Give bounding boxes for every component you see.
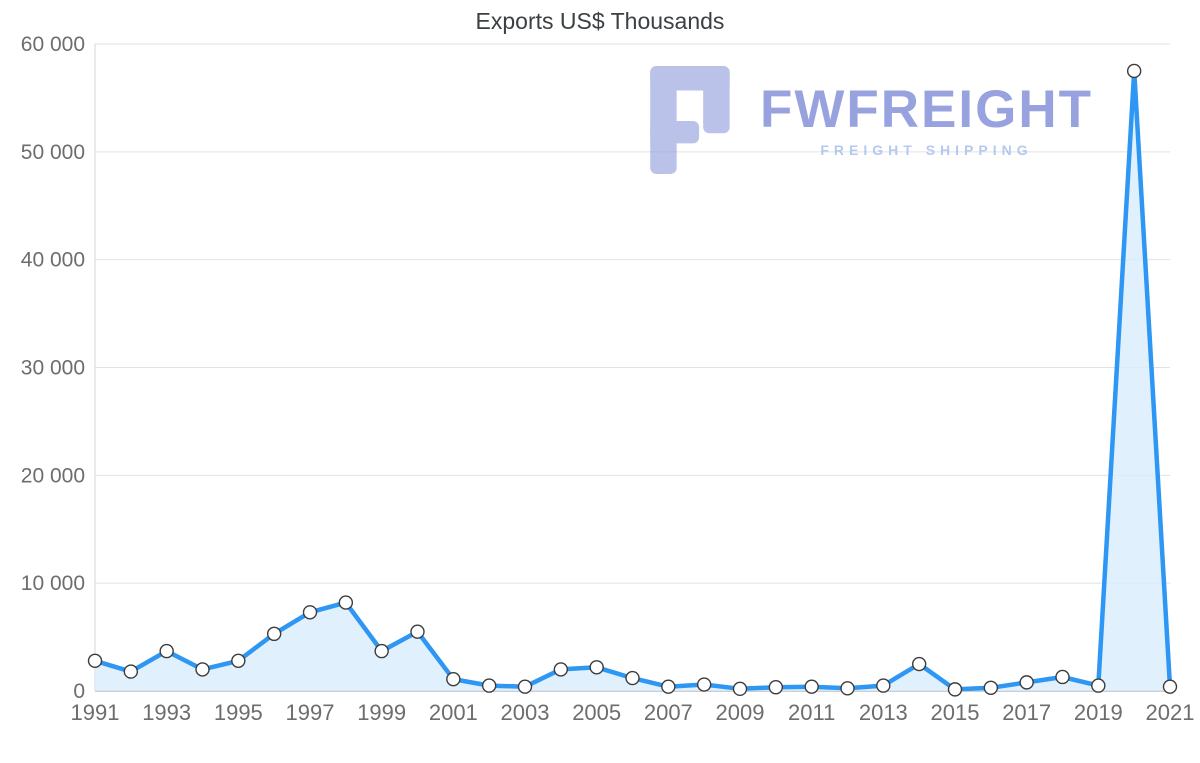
data-point-marker (87, 653, 103, 669)
data-point-marker (446, 671, 461, 687)
data-point-marker (1019, 675, 1034, 690)
data-point-marker (625, 670, 640, 686)
data-point-marker (338, 595, 354, 610)
x-tick-label: 2001 (429, 700, 478, 725)
data-point-marker (840, 681, 855, 696)
y-tick-label: 60 000 (21, 33, 85, 56)
data-point-marker (517, 679, 533, 694)
y-tick-label: 10 000 (21, 572, 85, 595)
data-point-marker (374, 643, 389, 659)
x-tick-label: 2013 (859, 700, 908, 725)
x-tick-label: 2003 (501, 700, 550, 725)
x-tick-label: 2015 (931, 700, 980, 725)
data-point-marker (589, 660, 604, 675)
x-tick-label: 2011 (788, 700, 835, 725)
x-tick-label: 2021 (1146, 700, 1195, 725)
data-point-marker (123, 664, 139, 679)
x-tick-label: 2007 (644, 700, 693, 725)
data-point-marker (696, 677, 712, 692)
series-line (92, 68, 1173, 692)
x-tick-label: 1993 (142, 700, 191, 725)
data-point-marker (876, 678, 891, 693)
x-tick-label: 2019 (1074, 700, 1123, 725)
data-point-marker (481, 678, 497, 693)
data-point-marker (732, 681, 748, 697)
y-tick-label: 30 000 (21, 357, 85, 380)
x-tick-label: 2017 (1002, 700, 1051, 725)
data-point-marker (661, 679, 676, 694)
y-tick-label: 40 000 (21, 249, 85, 272)
data-point-marker (1055, 669, 1070, 685)
series-area-fill (95, 71, 1170, 691)
data-point-marker (266, 626, 282, 642)
x-tick-label: 1997 (286, 700, 335, 725)
data-point-marker (983, 680, 999, 695)
x-tick-label: 2009 (716, 700, 765, 725)
data-point-marker (195, 662, 210, 677)
data-point-marker (1091, 678, 1106, 693)
x-tick-label: 2005 (572, 700, 621, 725)
data-point-marker (1162, 679, 1178, 694)
y-tick-label: 20 000 (21, 464, 85, 487)
x-tick-label: 1999 (357, 700, 406, 725)
x-tick-label: 1995 (214, 700, 263, 725)
data-point-marker (768, 680, 784, 695)
y-tick-label: 50 000 (21, 141, 85, 164)
data-point-marker (302, 605, 318, 620)
data-point-marker (159, 643, 174, 659)
chart-title: Exports US$ Thousands (475, 8, 725, 34)
data-point-marker (410, 624, 425, 639)
data-point-marker (911, 656, 927, 672)
y-tick-label: 0 (73, 680, 85, 703)
data-point-marker (947, 682, 963, 697)
data-point-marker (804, 679, 819, 694)
data-point-marker (553, 662, 569, 677)
x-tick-label: 1991 (71, 700, 120, 725)
data-point-marker (1126, 63, 1142, 79)
data-point-marker (231, 653, 246, 669)
